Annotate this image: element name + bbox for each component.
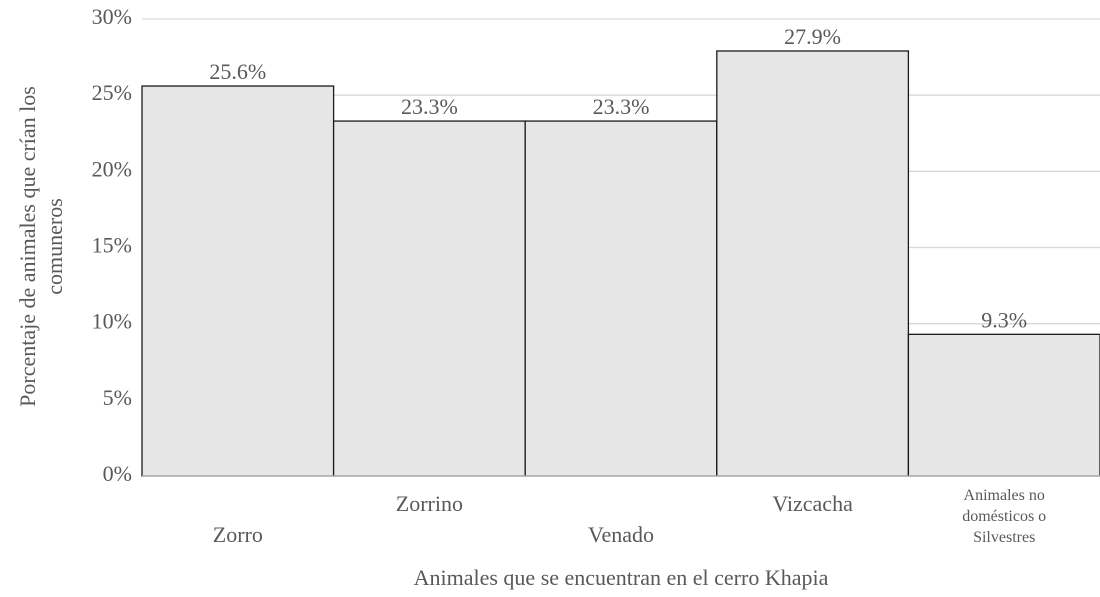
y-tick-label: 15% xyxy=(92,233,132,258)
x-tick-label: Animales no domésticos o Silvestres xyxy=(962,487,1047,546)
y-tick-label: 10% xyxy=(92,309,132,334)
x-axis-title: Animales que se encuentran en el cerro K… xyxy=(414,565,829,590)
bar xyxy=(716,50,910,477)
y-axis-title: Porcentaje de animales que crían los com… xyxy=(15,86,67,407)
x-tick-label: Zorro xyxy=(213,522,263,547)
bar xyxy=(907,333,1100,477)
bar xyxy=(332,120,526,477)
bar xyxy=(141,85,335,477)
y-tick-label: 0% xyxy=(103,461,132,486)
y-tick-label: 30% xyxy=(92,4,132,29)
data-label: 27.9% xyxy=(784,24,841,49)
data-label: 23.3% xyxy=(401,94,458,119)
x-tick-label-box: Animales no domésticos o Silvestres xyxy=(962,487,1047,546)
x-tick-label: Vizcacha xyxy=(772,491,853,516)
y-tick-label: 25% xyxy=(92,80,132,105)
y-axis-title-box: Porcentaje de animales que crían los com… xyxy=(15,86,67,407)
data-label: 9.3% xyxy=(981,307,1027,332)
y-tick-label: 20% xyxy=(92,156,132,181)
data-label: 25.6% xyxy=(209,59,266,84)
data-label: 23.3% xyxy=(593,94,650,119)
y-tick-label: 5% xyxy=(103,385,132,410)
x-tick-label: Zorrino xyxy=(396,491,463,516)
bar xyxy=(524,120,718,477)
x-tick-label: Venado xyxy=(588,522,654,547)
